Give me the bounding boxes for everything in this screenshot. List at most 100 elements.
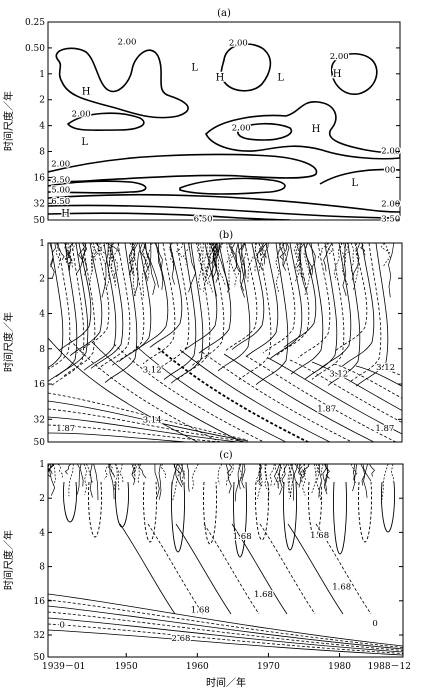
contour-line: [290, 464, 295, 501]
contour-line: [198, 243, 204, 291]
contour-line: [97, 243, 131, 370]
contour-line: [277, 464, 286, 488]
contour-line: [48, 617, 403, 653]
contour-line: [225, 464, 234, 487]
contour-line: [315, 464, 319, 475]
contour-line: [90, 243, 124, 369]
contour-line: [264, 464, 268, 489]
contour-line: [78, 243, 86, 263]
contour-line: [179, 349, 331, 442]
contour-line: [48, 611, 403, 651]
contour-line: [48, 408, 249, 442]
contour-marker-label: H: [333, 69, 342, 80]
contour-line: [301, 464, 310, 482]
x-tick-label: 1960: [186, 662, 209, 672]
contour-line: [298, 464, 302, 488]
contour-line: [115, 464, 120, 492]
contour-line: [334, 243, 368, 352]
contour-line: [327, 243, 361, 386]
y-tick-label: 16: [34, 597, 46, 607]
contour-line: [135, 243, 169, 351]
contour-line: [255, 464, 262, 485]
contour-line: [131, 464, 136, 486]
contour-line: [390, 464, 395, 483]
contour-line: [355, 243, 389, 387]
contour-value-label: 3.50: [381, 214, 400, 224]
contour-line: [169, 243, 175, 285]
contour-value-label: 0: [372, 619, 377, 629]
contour-line: [363, 464, 368, 498]
contour-line: [48, 593, 403, 647]
contour-line: [267, 357, 402, 435]
contour-line: [67, 243, 73, 265]
contour-line: [279, 464, 283, 495]
x-tick-label: 1939－01: [42, 662, 85, 672]
contour-line: [191, 243, 225, 366]
contour-value-label: 1.68: [310, 531, 329, 541]
contour-line: [48, 605, 403, 650]
contour-line: [381, 464, 389, 500]
contour-value-label: 1.68: [191, 605, 210, 615]
contour-line: [223, 353, 375, 442]
contour-line: [259, 523, 316, 615]
contour-line: [48, 337, 199, 442]
contour-line: [217, 464, 223, 485]
panel-a-ylabel: 时间尺度／年: [2, 91, 15, 151]
contour-line: [184, 243, 218, 351]
contour-line: [283, 481, 297, 551]
contour-line: [355, 365, 402, 387]
contour-line: [281, 464, 288, 486]
contour-line: [297, 243, 331, 359]
contour-line: [83, 464, 88, 495]
contour-line: [57, 464, 64, 478]
contour-value-label: 2.00: [229, 38, 248, 48]
contour-line: [48, 392, 249, 441]
contour-line: [311, 243, 345, 380]
contour-line: [224, 243, 258, 352]
contour-marker-label: H: [216, 72, 225, 83]
contour-line: [138, 464, 147, 479]
y-tick-label: 1: [39, 460, 45, 470]
contour-line: [97, 243, 107, 267]
contour-line: [300, 464, 306, 479]
panel-b-label: (b): [219, 230, 233, 241]
contour-line: [245, 355, 397, 442]
contour-line: [287, 523, 344, 615]
contour-line: [213, 243, 224, 256]
contour-line: [93, 464, 99, 501]
contour-line: [133, 464, 137, 477]
contour-line: [178, 464, 185, 480]
contour-line: [231, 243, 241, 273]
contour-line: [196, 243, 202, 259]
contour-line: [381, 481, 395, 533]
y-tick-label: 16: [34, 173, 46, 183]
contour-line: [163, 243, 197, 380]
contour-line: [323, 243, 333, 272]
contour-line: [203, 523, 260, 615]
contour-line: [316, 464, 322, 501]
contour-line: [350, 243, 355, 276]
y-tick-label: 8: [39, 148, 45, 158]
y-tick-label: 1: [39, 239, 45, 249]
contour-line: [320, 464, 324, 477]
y-tick-label: 50: [34, 653, 46, 663]
contour-line: [88, 481, 102, 538]
contour-line: [113, 343, 265, 442]
contour-line: [180, 464, 186, 483]
contour-value-label: 6.50: [51, 197, 70, 207]
contour-line: [231, 523, 288, 615]
contour-value-label: 3.50: [51, 176, 70, 186]
contour-value-label: 3.12: [143, 365, 162, 375]
contour-line: [107, 464, 115, 477]
panel-c-label: (c): [219, 450, 233, 461]
panel-c-xlabel: 时间／年: [206, 676, 246, 689]
contour-line: [258, 243, 268, 260]
contour-line: [369, 464, 375, 477]
contour-line: [344, 243, 350, 255]
contour-value-label: 1.68: [254, 590, 273, 600]
contour-line: [171, 481, 185, 553]
y-tick-label: 2: [39, 274, 45, 284]
contour-line: [360, 464, 366, 486]
contour-line: [258, 464, 263, 487]
contour-line: [188, 243, 197, 293]
